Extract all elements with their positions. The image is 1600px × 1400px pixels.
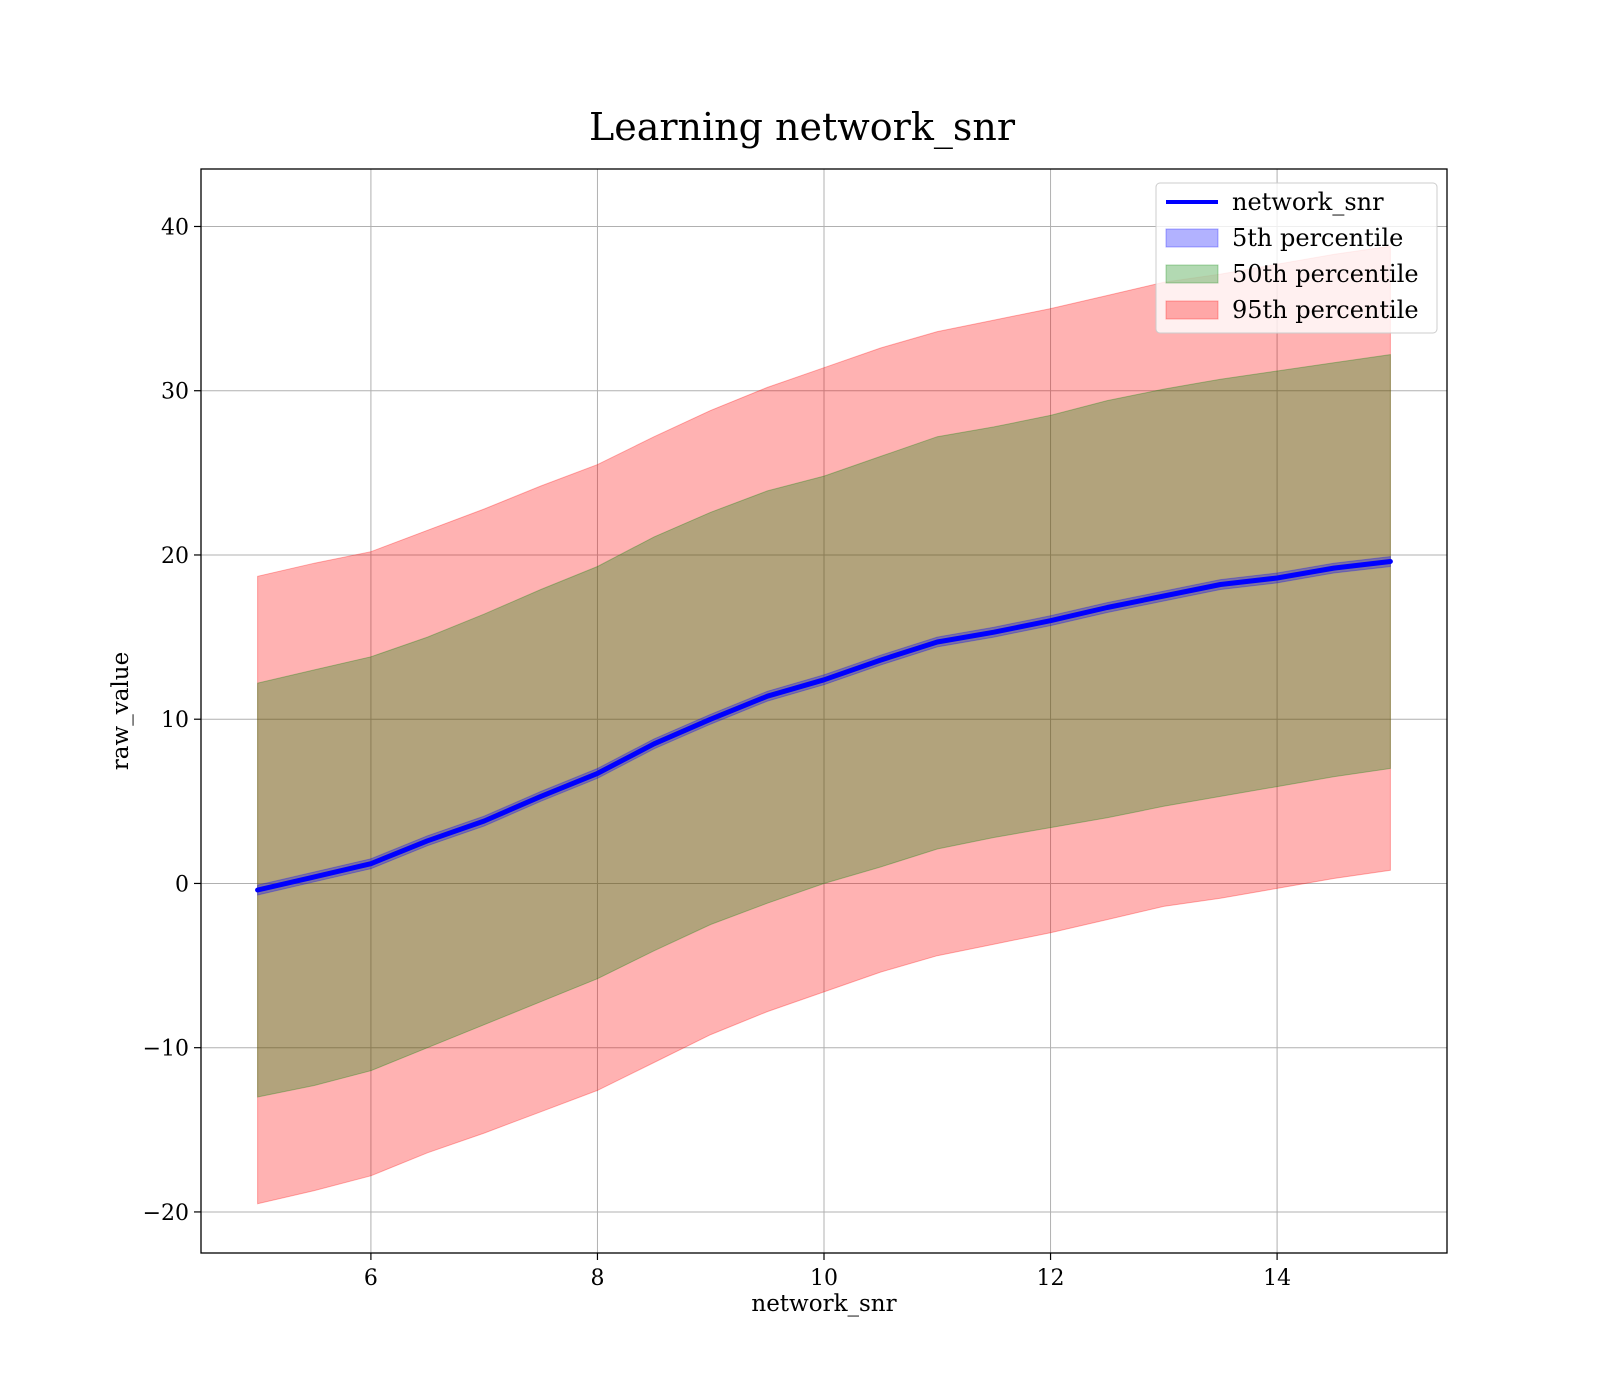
- plot-area: [200, 168, 1448, 1254]
- legend-label: network_snr: [1232, 188, 1384, 216]
- band-95th-percentile: [257, 245, 1391, 1205]
- legend-swatch-band: [1165, 264, 1219, 284]
- legend: network_snr 5th percentile 50th percentile…: [1155, 182, 1438, 334]
- x-tick-label: 10: [810, 1266, 838, 1291]
- y-axis-label: raw_value: [108, 652, 134, 770]
- grid-layer: [201, 169, 1447, 1253]
- y-tick-label: −20: [143, 1201, 189, 1226]
- tick-layer: 6 8 10 12 14 −20 −10 0 10 20 30 40: [143, 215, 1292, 1291]
- x-tick-label: 14: [1263, 1266, 1291, 1291]
- legend-swatch-band: [1165, 228, 1219, 248]
- chart-title: Learning network_snr: [589, 105, 1016, 150]
- series-line-network_snr: [255, 559, 1393, 893]
- x-tick-label: 6: [364, 1266, 378, 1291]
- y-tick-label: −10: [143, 1037, 189, 1062]
- legend-swatch-band: [1165, 300, 1219, 320]
- y-tick-label: 40: [161, 215, 189, 240]
- y-tick-label: 20: [161, 544, 189, 569]
- y-tick-label: 30: [161, 380, 189, 405]
- legend-label: 5th percentile: [1232, 224, 1403, 252]
- x-axis-label: network_snr: [751, 1291, 896, 1317]
- x-tick-label: 8: [590, 1266, 604, 1291]
- y-tick-label: 0: [175, 872, 189, 897]
- y-tick-label: 10: [161, 708, 189, 733]
- legend-label: 95th percentile: [1232, 296, 1419, 324]
- x-tick-label: 12: [1037, 1266, 1065, 1291]
- line-layer: [255, 559, 1393, 893]
- band-50th-percentile: [257, 354, 1391, 1098]
- legend-box: [1155, 182, 1438, 334]
- legend-label: 50th percentile: [1232, 260, 1419, 288]
